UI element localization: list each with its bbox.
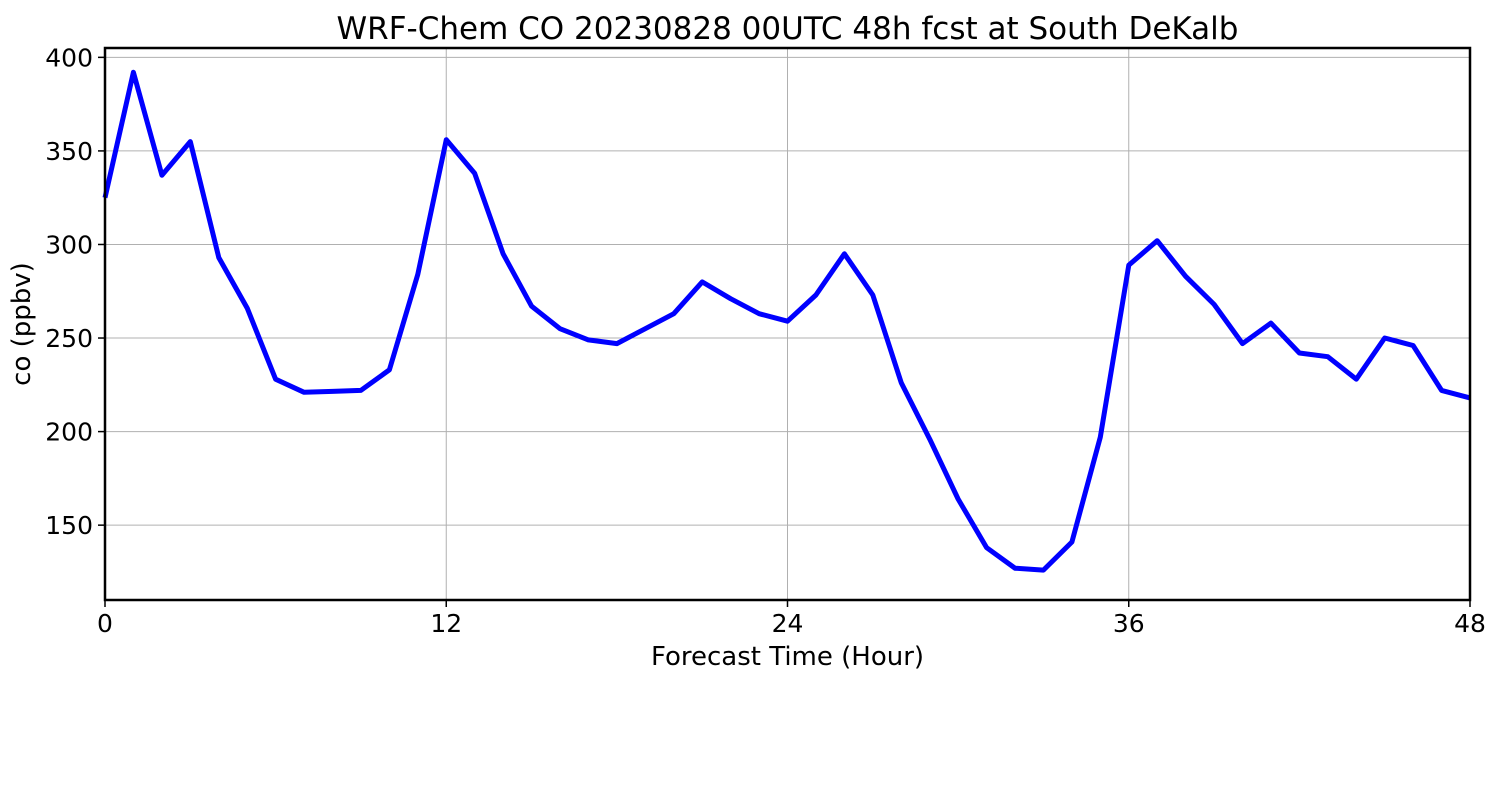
chart-title: WRF-Chem CO 20230828 00UTC 48h fcst at S… [337,11,1239,47]
x-tick-label: 12 [430,609,462,638]
x-axis-label: Forecast Time (Hour) [651,642,924,672]
x-tick-label: 48 [1454,609,1486,638]
tick-layer: 0 12 24 36 48 150 200 250 300 350 400 [45,43,1486,638]
y-tick-label: 400 [45,43,93,72]
y-tick-label: 200 [45,418,93,447]
y-tick-label: 150 [45,511,93,540]
y-axis-label: co (ppbv) [7,262,37,386]
x-tick-label: 24 [772,609,804,638]
y-tick-label: 350 [45,137,93,166]
y-tick-label: 300 [45,230,93,259]
series-layer [102,69,1471,573]
grid-lines [105,48,1470,600]
y-tick-label: 250 [45,324,93,353]
x-tick-label: 36 [1113,609,1145,638]
x-tick-label: 0 [97,609,113,638]
